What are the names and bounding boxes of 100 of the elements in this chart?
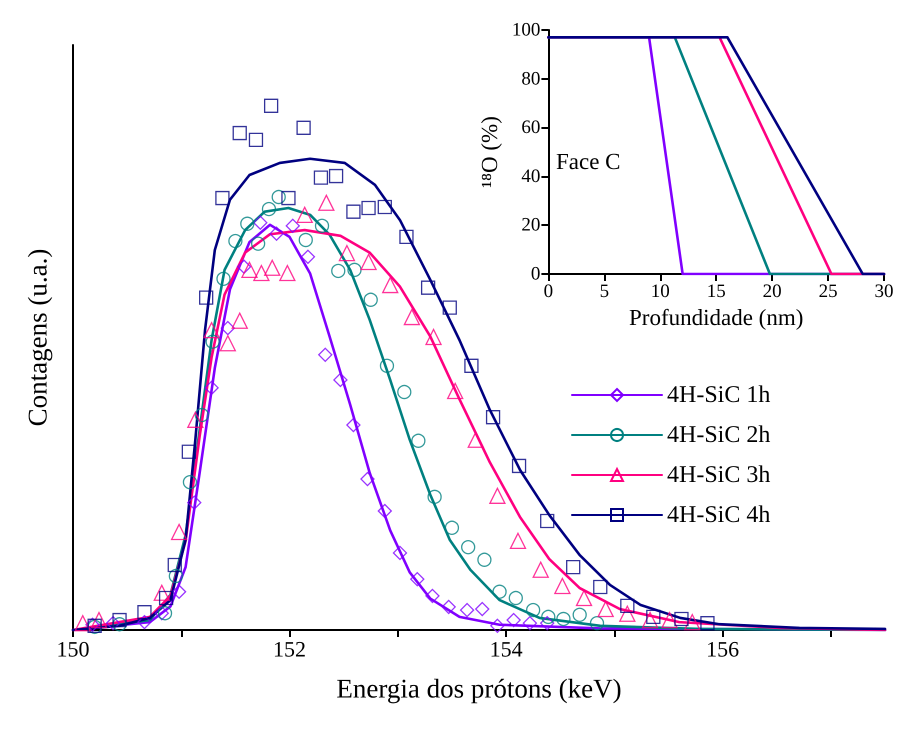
legend-label: 4H-SiC 2h [667, 422, 770, 448]
y-tick-label: 60 [521, 117, 540, 138]
x-axis-title: Energia dos prótons (keV) [336, 674, 622, 704]
x-axis-title: Profundidade (nm) [629, 304, 804, 330]
point [300, 250, 316, 264]
point [253, 216, 268, 230]
point [404, 308, 420, 326]
point [158, 606, 172, 620]
point [168, 568, 184, 584]
point [447, 382, 464, 400]
point [216, 272, 231, 286]
point [427, 490, 442, 504]
point [346, 204, 361, 219]
point [187, 412, 204, 428]
point [85, 618, 100, 632]
point [236, 260, 252, 274]
point [206, 334, 220, 349]
point [399, 230, 414, 244]
point [338, 244, 356, 262]
point [331, 264, 346, 278]
point [572, 608, 587, 622]
x-tick-label: 15 [706, 281, 726, 302]
point [598, 600, 614, 618]
point [541, 610, 556, 624]
point [220, 320, 235, 336]
point [556, 612, 571, 626]
point [661, 612, 678, 628]
point [154, 584, 170, 601]
point [554, 578, 571, 594]
point [170, 524, 188, 540]
point [328, 168, 344, 184]
point [364, 292, 378, 307]
point [314, 170, 328, 185]
x-tick-label: 0 [544, 281, 554, 302]
point [532, 562, 549, 578]
point [540, 514, 554, 528]
x-tick-label: 156 [706, 636, 740, 662]
point [620, 598, 634, 614]
x-tick-label: 25 [818, 281, 838, 302]
point [674, 612, 689, 626]
point [442, 600, 456, 614]
point [112, 617, 127, 632]
legend-label: 4H-SiC 3h [667, 462, 770, 488]
point [137, 605, 152, 620]
point [172, 584, 186, 599]
x-tick-label: 150 [56, 636, 90, 662]
point [279, 264, 296, 282]
y-tick-label: 20 [521, 214, 540, 236]
y-tick-label: 100 [512, 20, 540, 40]
point [576, 590, 592, 606]
point [253, 264, 270, 282]
point [460, 602, 474, 618]
x-tick-label: 154 [490, 636, 523, 662]
point [590, 616, 604, 630]
point [477, 552, 492, 567]
point [281, 190, 296, 206]
point [286, 218, 300, 233]
point [182, 475, 198, 490]
point [392, 546, 408, 560]
legend-label: 4H-SiC 4h [667, 502, 770, 528]
point [566, 560, 580, 574]
point [203, 322, 220, 338]
point [382, 276, 398, 294]
point [420, 280, 436, 295]
point [378, 504, 392, 518]
x-tick-label: 5 [600, 281, 610, 302]
point [154, 606, 169, 620]
point [490, 618, 505, 633]
point [492, 584, 507, 599]
point [684, 614, 700, 630]
point [215, 190, 230, 206]
point [444, 520, 460, 535]
point [298, 232, 313, 248]
point [489, 488, 506, 504]
point [241, 262, 258, 278]
point [248, 132, 264, 148]
point [512, 458, 526, 474]
point [187, 495, 202, 510]
point [333, 372, 348, 388]
point [464, 358, 479, 373]
point [425, 328, 442, 346]
x-tick-label: 152 [273, 636, 306, 662]
point [361, 200, 376, 216]
point [540, 616, 554, 630]
point [646, 610, 660, 624]
point [642, 612, 658, 628]
point [296, 120, 311, 135]
point [269, 226, 284, 241]
point [410, 572, 424, 586]
point [425, 588, 440, 604]
legend-label: 4H-SiC 1h [667, 382, 770, 408]
point [232, 312, 248, 329]
point [158, 590, 174, 606]
y-tick-label: 40 [521, 166, 540, 187]
y-axis-title: ¹⁸O (%) [477, 116, 502, 188]
point [251, 236, 266, 251]
point [112, 612, 127, 628]
point [347, 262, 362, 278]
point [486, 410, 500, 424]
x-tick-label: 30 [874, 281, 894, 302]
